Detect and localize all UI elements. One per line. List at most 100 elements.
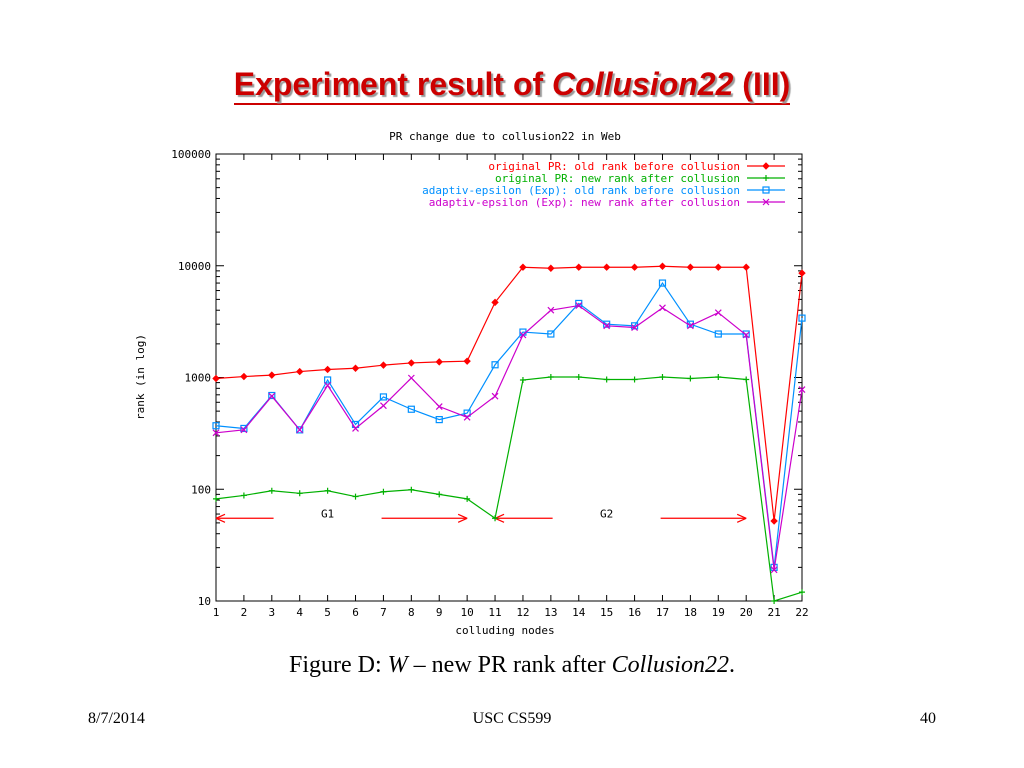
caption-w: W bbox=[387, 652, 408, 678]
slide-title-suffix: (III) bbox=[733, 66, 791, 102]
x-tick-label: 10 bbox=[461, 606, 474, 619]
data-point bbox=[686, 322, 694, 330]
data-point bbox=[763, 175, 769, 181]
data-point bbox=[715, 374, 722, 381]
data-point bbox=[463, 409, 471, 417]
data-point bbox=[658, 262, 667, 270]
data-point bbox=[436, 491, 443, 498]
data-point bbox=[762, 186, 770, 194]
group-annotations: G1 G2 bbox=[215, 507, 747, 523]
series-line bbox=[215, 304, 803, 570]
footer-course: USC CS599 bbox=[472, 710, 552, 727]
data-point bbox=[212, 422, 220, 430]
annotation-arrowhead bbox=[736, 513, 747, 523]
data-point bbox=[742, 263, 750, 271]
data-point bbox=[519, 331, 527, 339]
series-layer bbox=[212, 262, 806, 604]
data-point bbox=[762, 162, 770, 170]
data-point bbox=[714, 330, 722, 338]
data-point bbox=[351, 364, 360, 372]
data-point bbox=[213, 495, 219, 502]
data-point bbox=[603, 376, 610, 383]
x-tick-label: 1 bbox=[213, 606, 220, 619]
data-point bbox=[352, 425, 359, 432]
legend-entry: original PR: old rank before collusion bbox=[488, 160, 785, 173]
data-point bbox=[602, 263, 611, 271]
data-point bbox=[352, 493, 359, 500]
data-point bbox=[380, 488, 387, 495]
data-point bbox=[575, 374, 582, 381]
data-point bbox=[714, 309, 722, 317]
data-point bbox=[240, 426, 248, 434]
data-point bbox=[240, 424, 248, 433]
y-tick-label: 100000 bbox=[171, 148, 211, 161]
x-tick-label: 11 bbox=[488, 606, 501, 619]
data-point bbox=[268, 391, 276, 400]
x-tick-label: 14 bbox=[572, 606, 586, 619]
data-point bbox=[547, 330, 555, 338]
x-tick-label: 22 bbox=[795, 606, 808, 619]
caption-mid: – new PR rank after bbox=[407, 652, 612, 678]
data-point bbox=[798, 269, 806, 277]
data-point bbox=[686, 263, 695, 271]
data-point bbox=[519, 376, 526, 383]
caption-end: . bbox=[728, 652, 735, 678]
chart-background bbox=[130, 125, 820, 640]
data-point bbox=[407, 405, 415, 413]
legend-label: original PR: new rank after collusion bbox=[495, 172, 740, 185]
data-point bbox=[547, 264, 555, 272]
x-tick-label: 19 bbox=[712, 606, 725, 619]
series-line bbox=[215, 265, 803, 522]
caption-italic: Collusion22 bbox=[611, 652, 729, 678]
annotation-g1: G1 bbox=[215, 507, 468, 523]
data-point bbox=[491, 392, 499, 400]
x-tick-label: 20 bbox=[740, 606, 753, 619]
x-tick-label: 7 bbox=[380, 606, 387, 619]
data-point bbox=[547, 374, 554, 381]
data-point bbox=[296, 426, 304, 434]
data-point bbox=[296, 490, 303, 497]
data-point bbox=[268, 392, 276, 400]
data-point bbox=[659, 304, 666, 312]
series-line bbox=[215, 376, 803, 602]
data-point bbox=[324, 381, 332, 389]
data-point bbox=[296, 426, 304, 434]
data-point bbox=[407, 374, 415, 382]
y-tick-label: 10000 bbox=[178, 260, 211, 273]
x-tick-label: 9 bbox=[436, 606, 443, 619]
data-point bbox=[463, 413, 471, 421]
footer-page-number: 40 bbox=[920, 710, 936, 727]
footer-date: 8/7/2014 bbox=[88, 710, 145, 727]
data-point bbox=[714, 263, 722, 271]
data-point bbox=[771, 598, 778, 604]
data-point bbox=[547, 306, 555, 314]
slide-title: Experiment result of Collusion22 (III) bbox=[0, 66, 1024, 105]
x-axis-label: colluding nodes bbox=[455, 624, 554, 637]
annotation-arrowhead bbox=[215, 513, 226, 523]
data-point bbox=[630, 263, 639, 271]
data-point bbox=[687, 375, 694, 382]
x-tick-label: 3 bbox=[268, 606, 275, 619]
data-point bbox=[435, 358, 443, 366]
y-axis-label: rank (in log) bbox=[134, 334, 147, 420]
x-tick-label: 5 bbox=[324, 606, 331, 619]
data-point bbox=[799, 589, 805, 596]
annotation-label: G1 bbox=[321, 507, 334, 520]
legend-label: adaptiv-epsilon (Exp): new rank after co… bbox=[429, 196, 740, 209]
series-line bbox=[215, 281, 803, 568]
data-point bbox=[575, 263, 583, 271]
data-point bbox=[798, 314, 806, 322]
x-tick-label: 6 bbox=[352, 606, 359, 619]
data-point bbox=[323, 365, 332, 374]
data-point bbox=[762, 198, 770, 206]
series-4 bbox=[212, 302, 806, 574]
legend: original PR: old rank before collusionor… bbox=[422, 160, 785, 209]
data-point bbox=[519, 263, 527, 271]
annotation-arrowhead bbox=[494, 513, 505, 523]
data-point bbox=[408, 486, 415, 493]
data-point bbox=[464, 495, 471, 502]
data-point bbox=[435, 416, 443, 424]
figure-caption: Figure D: W – new PR rank after Collusio… bbox=[0, 652, 1024, 679]
slide-title-main: Experiment result of bbox=[233, 66, 553, 102]
y-tick-label: 1000 bbox=[185, 372, 212, 385]
